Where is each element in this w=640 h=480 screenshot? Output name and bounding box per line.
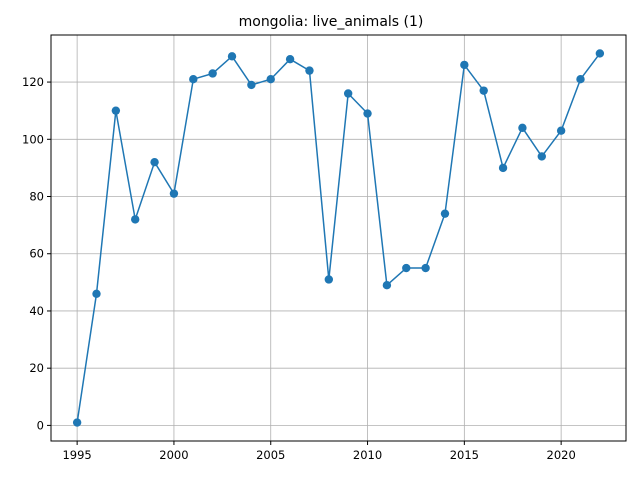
y-tick-label: 60	[29, 247, 44, 261]
data-point	[576, 75, 585, 84]
y-tick-label: 120	[22, 75, 44, 89]
x-tick-label: 2015	[450, 448, 479, 462]
data-point	[169, 189, 179, 198]
data-point	[382, 281, 392, 290]
y-tick-label: 100	[22, 132, 44, 146]
x-tick-label: 2005	[256, 448, 285, 462]
data-point	[421, 263, 430, 273]
data-point	[324, 275, 334, 284]
data-point	[479, 86, 488, 95]
y-tick-label: 0	[37, 418, 44, 432]
data-point	[247, 80, 256, 90]
data-point	[595, 49, 605, 58]
x-axis: 1995 2000 2005 2010 2015 2020	[62, 441, 576, 462]
series-line	[76, 52, 601, 423]
x-tick-label: 2000	[159, 448, 188, 462]
y-tick-label: 80	[29, 190, 44, 204]
data-point	[460, 60, 469, 70]
data-point	[537, 152, 546, 161]
y-tick-label: 40	[29, 304, 44, 318]
data-point	[556, 126, 566, 135]
y-axis: 0 20 40 60 80 100 120	[22, 75, 51, 432]
data-point	[208, 69, 217, 78]
chart-title: mongolia: live_animals (1)	[239, 14, 424, 30]
data-point	[402, 263, 411, 273]
plot-area-frame	[50, 34, 627, 442]
data-point	[305, 66, 314, 75]
x-tick-label: 1995	[62, 448, 91, 462]
x-tick-label: 2010	[353, 448, 382, 462]
data-point	[72, 418, 82, 427]
data-point	[518, 123, 527, 133]
data-point	[92, 289, 101, 298]
y-tick-label: 20	[29, 361, 44, 375]
data-point	[363, 109, 372, 118]
data-point	[498, 163, 508, 173]
data-point	[131, 215, 140, 224]
x-tick-label: 2020	[547, 448, 576, 462]
data-series	[72, 49, 605, 427]
data-point	[150, 157, 159, 167]
grid-lines	[51, 35, 626, 441]
data-point	[189, 75, 198, 84]
data-point	[111, 106, 121, 115]
data-point	[440, 209, 450, 218]
data-point	[227, 52, 237, 61]
data-point	[285, 54, 295, 64]
data-point	[343, 89, 353, 98]
data-point	[266, 75, 275, 84]
